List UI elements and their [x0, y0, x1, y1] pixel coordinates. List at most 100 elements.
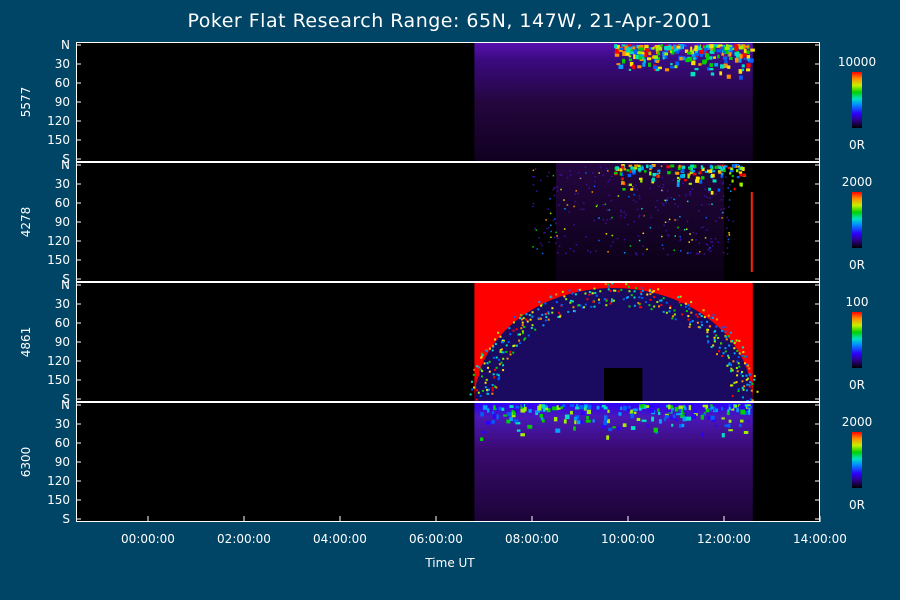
emission-pixel [737, 165, 740, 168]
emission-pixel [484, 350, 487, 353]
emission-pixel [700, 53, 703, 58]
emission-pixel [532, 202, 535, 205]
emission-pixel [620, 165, 625, 169]
emission-pixel [694, 45, 698, 50]
emission-pixel [638, 306, 641, 309]
emission-pixel [712, 46, 716, 52]
emission-pixel [578, 420, 583, 424]
emission-pixel [639, 45, 644, 49]
emission-pixel [662, 190, 664, 192]
emission-pixel [623, 50, 626, 53]
emission-pixel [475, 398, 478, 401]
emission-pixel [552, 219, 555, 222]
emission-pixel [523, 406, 527, 412]
emission-pixel [719, 165, 722, 170]
emission-pixel [657, 408, 660, 412]
emission-pixel [639, 404, 644, 409]
emission-pixel [482, 389, 485, 392]
emission-pixel [588, 187, 591, 189]
emission-pixel [585, 172, 587, 174]
emission-pixel [713, 336, 716, 339]
emission-pixel [728, 362, 731, 365]
emission-pixel [664, 415, 669, 419]
emission-pixel [658, 185, 661, 188]
emission-pixel [715, 353, 718, 356]
emission-pixel [661, 235, 663, 238]
emission-pixel [676, 183, 680, 187]
emission-pixel [656, 56, 661, 62]
emission-pixel [519, 342, 522, 345]
emission-pixel [635, 184, 637, 186]
emission-pixel [560, 406, 564, 409]
emission-pixel [503, 414, 507, 417]
emission-pixel [719, 71, 723, 76]
emission-field [474, 402, 753, 522]
emission-pixel [694, 56, 698, 60]
emission-pixel [658, 419, 662, 424]
emission-pixel [574, 293, 577, 296]
panel-4278 [76, 162, 820, 282]
emission-pixel [544, 407, 549, 411]
emission-pixel [521, 321, 524, 324]
emission-pixel [723, 208, 725, 210]
emission-pixel [654, 206, 657, 208]
emission-pixel [674, 407, 679, 412]
emission-pixel [598, 217, 600, 219]
emission-pixel [698, 179, 703, 184]
emission-pixel [687, 173, 691, 176]
emission-pixel [736, 176, 740, 179]
emission-pixel [715, 220, 717, 222]
emission-pixel [577, 192, 579, 195]
emission-pixel [630, 188, 634, 191]
emission-pixel [509, 405, 514, 409]
emission-pixel [744, 408, 747, 412]
emission-pixel [747, 420, 750, 423]
emission-pixel [737, 362, 740, 365]
emission-pixel [649, 408, 655, 413]
emission-pixel [661, 177, 664, 179]
emission-pixel [728, 429, 733, 432]
emission-pixel [554, 187, 556, 189]
emission-pixel [641, 165, 644, 168]
emission-pixel [727, 423, 731, 428]
emission-pixel [521, 332, 524, 335]
emission-pixel [689, 252, 692, 254]
emission-pixel [552, 189, 555, 191]
emission-pixel [676, 413, 681, 416]
y-tick-label: 30 [54, 297, 70, 311]
emission-pixel [722, 352, 725, 355]
emission-pixel [699, 170, 702, 175]
emission-pixel [692, 164, 697, 168]
emission-pixel [670, 416, 675, 420]
emission-pixel [736, 360, 739, 363]
emission-pixel [662, 183, 665, 186]
emission-pixel [686, 200, 689, 203]
emission-pixel [632, 46, 636, 50]
emission-pixel [737, 389, 740, 392]
emission-pixel [728, 419, 732, 423]
x-tick-label: 08:00:00 [505, 532, 559, 546]
emission-pixel [642, 232, 645, 235]
emission-pixel [687, 318, 690, 321]
edge-streak [750, 192, 753, 272]
emission-pixel [607, 170, 609, 172]
emission-pixel [518, 333, 521, 336]
emission-pixel [672, 414, 676, 419]
emission-pixel [497, 331, 500, 334]
emission-pixel [497, 377, 500, 380]
emission-pixel [728, 232, 730, 234]
x-tick-label: 04:00:00 [313, 532, 367, 546]
emission-pixel [667, 221, 670, 223]
emission-pixel [730, 384, 733, 387]
emission-pixel [662, 204, 665, 207]
emission-pixel [488, 347, 491, 350]
emission-pixel [720, 46, 724, 51]
emission-pixel [604, 283, 607, 286]
emission-pixel [686, 51, 691, 55]
emission-pixel [706, 320, 709, 323]
emission-pixel [705, 409, 710, 413]
emission-pixel [701, 432, 704, 437]
emission-pixel [649, 171, 652, 176]
emission-pixel [717, 44, 723, 47]
emission-pixel [536, 248, 538, 250]
